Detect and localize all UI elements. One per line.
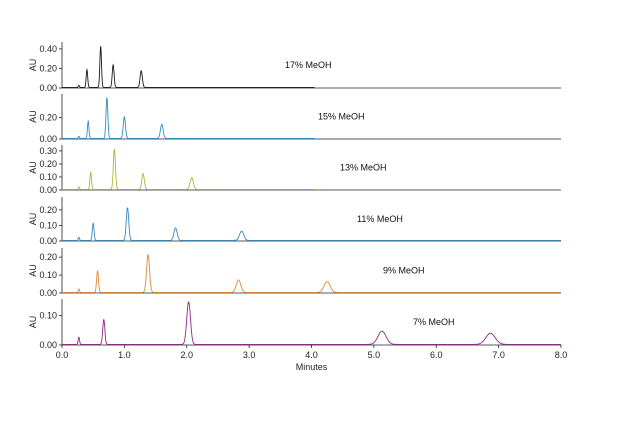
panel-6-y-tick-label: 0.00 xyxy=(39,340,57,350)
panel-2-trace-line xyxy=(62,97,315,139)
panel-3-y-tick-label: 0.30 xyxy=(39,146,57,156)
panel-5-series-label: 9% MeOH xyxy=(383,266,425,276)
x-tick-label: 2.0 xyxy=(180,350,193,360)
panel-5-y-tick-label: 0.00 xyxy=(39,288,57,298)
panel-5-y-tick-label: 0.20 xyxy=(39,252,57,262)
panel-3-y-tick-label: 0.00 xyxy=(39,185,57,195)
panel-1-y-tick-label: 0.00 xyxy=(39,83,57,93)
x-tick-label: 4.0 xyxy=(305,350,318,360)
x-tick-label: 1.0 xyxy=(118,350,131,360)
x-tick-label: 8.0 xyxy=(555,350,568,360)
panel-4-y-axis-title: AU xyxy=(28,213,38,226)
panel-5-trace-line xyxy=(62,253,561,293)
panel-1-y-axis-title: AU xyxy=(28,59,38,72)
x-axis-title: Minutes xyxy=(296,362,328,372)
x-tick-label: 7.0 xyxy=(492,350,505,360)
panel-5-y-axis-title: AU xyxy=(28,264,38,277)
panel-2-y-tick-label: 0.00 xyxy=(39,134,57,144)
panel-1-series-label: 17% MeOH xyxy=(285,60,332,70)
panel-3-y-axis-title: AU xyxy=(28,161,38,174)
panel-4-trace-line xyxy=(62,207,561,241)
panel-4-y-tick-label: 0.10 xyxy=(39,220,57,230)
x-tick-label: 5.0 xyxy=(368,350,381,360)
panel-3-y-tick-label: 0.10 xyxy=(39,172,57,182)
panel-2-series-label: 15% MeOH xyxy=(318,112,365,122)
panel-3-series-label: 13% MeOH xyxy=(340,163,387,173)
x-tick-label: 3.0 xyxy=(243,350,256,360)
panel-6-y-axis-title: AU xyxy=(28,316,38,329)
panel-3-trace-line xyxy=(62,148,315,190)
panel-4-y-tick-label: 0.00 xyxy=(39,236,57,246)
panel-1-y-tick-label: 0.20 xyxy=(39,63,57,73)
x-tick-label: 0.0 xyxy=(56,350,69,360)
panel-1-y-tick-label: 0.40 xyxy=(39,44,57,54)
panel-6-y-tick-label: 0.10 xyxy=(39,311,57,321)
panel-4-series-label: 11% MeOH xyxy=(357,214,403,224)
panel-6-series-label: 7% MeOH xyxy=(413,317,455,327)
panel-2-y-tick-label: 0.20 xyxy=(39,113,57,123)
panel-6-trace-line xyxy=(62,301,561,345)
panel-4-y-tick-label: 0.20 xyxy=(39,205,57,215)
x-tick-label: 6.0 xyxy=(430,350,443,360)
panel-5-y-tick-label: 0.10 xyxy=(39,270,57,280)
panel-3-y-tick-label: 0.20 xyxy=(39,159,57,169)
panel-1-trace-line xyxy=(62,46,315,88)
panel-2-y-axis-title: AU xyxy=(28,110,38,123)
